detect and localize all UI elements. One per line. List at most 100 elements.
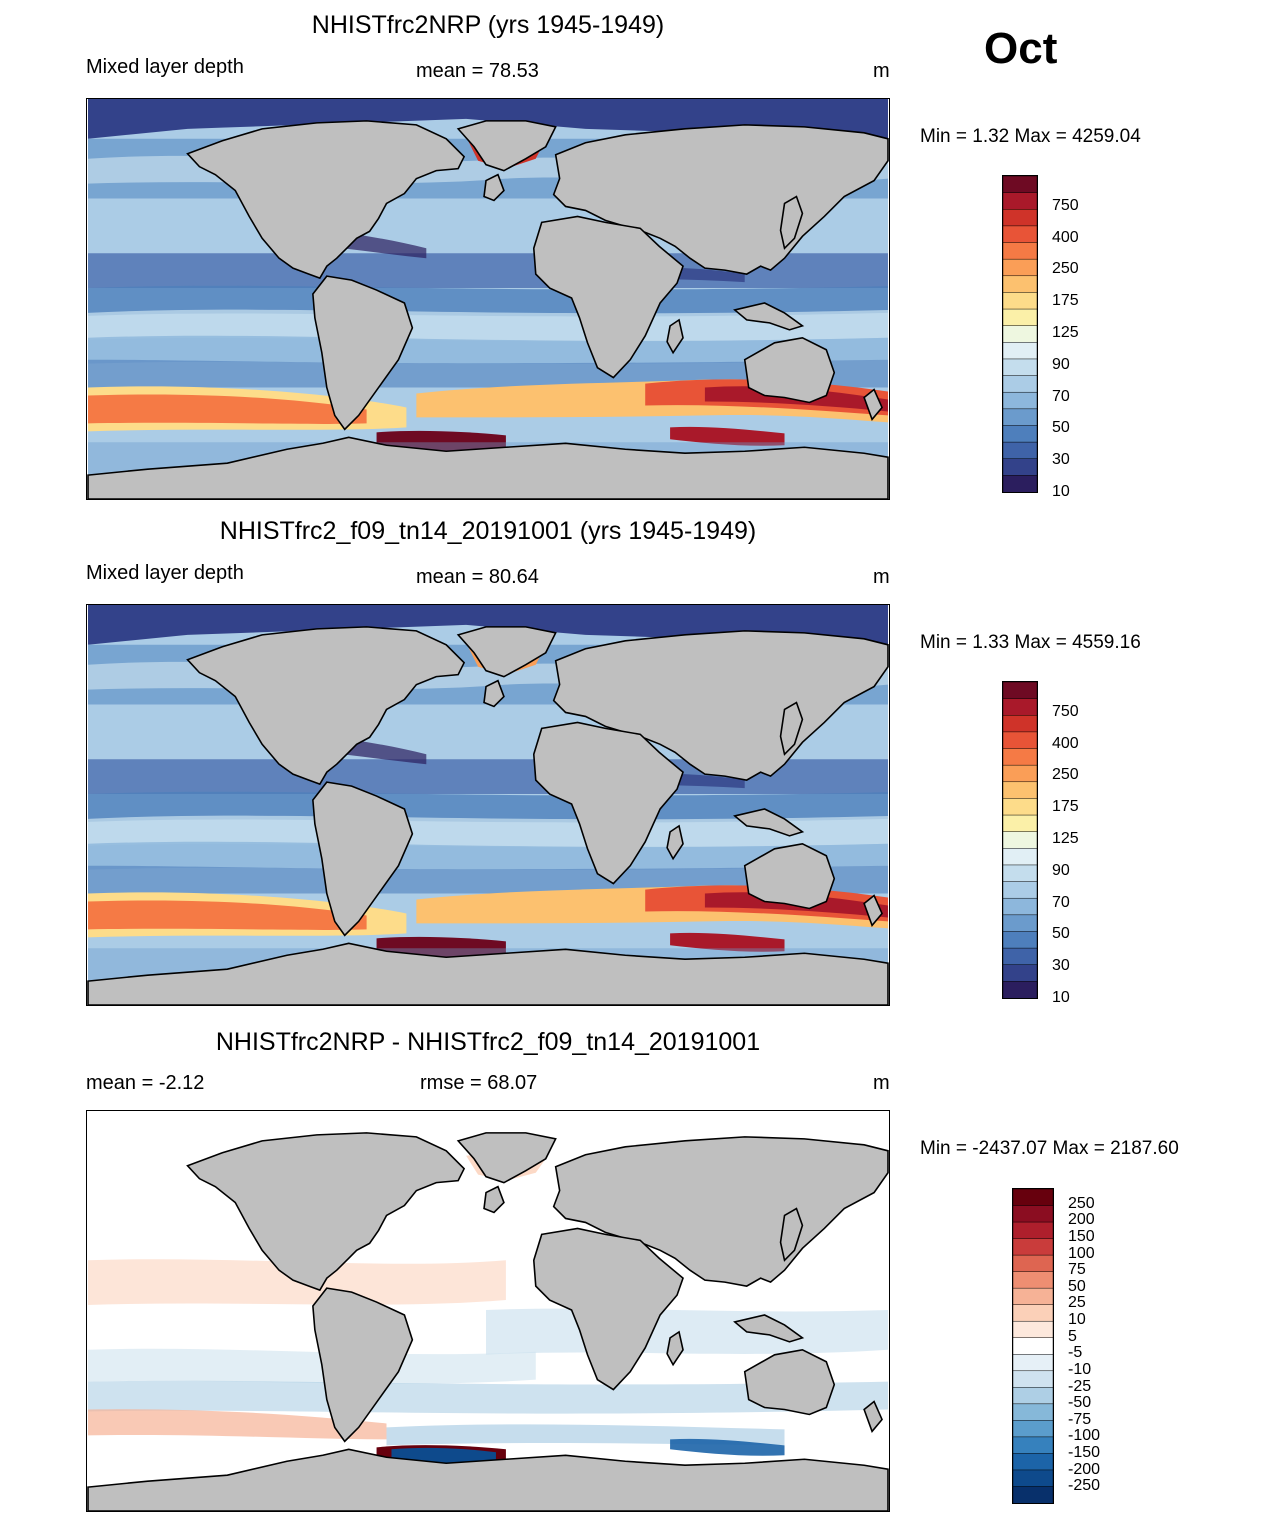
- ocean-field-band-9: [88, 900, 367, 930]
- panel-2-colorbar: 750 400 250 175 125 90 70 50 30 10: [1002, 681, 1122, 1006]
- colorbar-swatch: [1012, 1469, 1054, 1488]
- land-africa: [532, 721, 684, 885]
- colorbar-swatch: [1002, 458, 1038, 477]
- colorbar-swatch: [1002, 698, 1038, 717]
- land-africa: [532, 1227, 684, 1391]
- colorbar-swatch: [1002, 258, 1038, 277]
- colorbar-swatch: [1002, 425, 1038, 443]
- ocean-field-band-9: [88, 394, 367, 424]
- colorbar-tick-label: 90: [1052, 861, 1070, 879]
- colorbar-swatch: [1012, 1287, 1054, 1306]
- colorbar-tick-label: 175: [1052, 292, 1079, 310]
- colorbar-swatch: [1012, 1271, 1054, 1289]
- land-antarctica: [87, 436, 889, 499]
- map3-svg: [87, 1111, 889, 1511]
- land-north-america: [186, 626, 466, 786]
- panel-3-units: m: [873, 1072, 890, 1094]
- colorbar-tick-label: -100: [1068, 1427, 1101, 1445]
- colorbar-swatch: [1002, 375, 1038, 393]
- colorbar-tick-label: 10: [1052, 989, 1070, 1006]
- colorbar-swatch: [1012, 1337, 1054, 1356]
- colorbar-swatch: [1002, 764, 1038, 783]
- ocean-field-band-5: [88, 309, 888, 342]
- ocean-field-band-14: [670, 932, 785, 952]
- map2-svg: [87, 605, 889, 1005]
- colorbar-swatch: [1012, 1453, 1054, 1471]
- land-newzealand: [863, 388, 883, 421]
- colorbar-tick-label: -250: [1068, 1477, 1101, 1495]
- land-uk: [483, 679, 505, 708]
- ocean-field-band-6: [88, 335, 888, 364]
- colorbar-tick-label: 750: [1052, 702, 1079, 720]
- colorbar-tick-label: 50: [1052, 419, 1070, 437]
- colorbar-tick-label: -200: [1068, 1460, 1101, 1478]
- colorbar-swatch: [1002, 731, 1038, 750]
- colorbar-swatch: [1012, 1403, 1054, 1422]
- panel-2-mean-label: mean = 80.64: [416, 566, 539, 588]
- colorbar-tick-label: -150: [1068, 1444, 1101, 1462]
- colorbar-tick-label: -50: [1068, 1394, 1092, 1412]
- land-japan: [779, 1207, 804, 1262]
- land-indonesia: [733, 1314, 805, 1343]
- colorbar-swatch: [1012, 1188, 1054, 1207]
- colorbar-swatch: [1002, 681, 1038, 700]
- colorbar-swatch: [1002, 964, 1038, 983]
- land-australia: [743, 336, 836, 404]
- colorbar-tick-label: 250: [1068, 1194, 1095, 1212]
- colorbar-tick-label: 25: [1068, 1294, 1086, 1312]
- land-antarctica: [87, 1448, 889, 1511]
- colorbar-tick-label: 250: [1052, 766, 1079, 784]
- land-south-america: [312, 275, 414, 431]
- ocean-field-band-5: [88, 815, 888, 848]
- colorbar-swatch: [1012, 1486, 1054, 1504]
- colorbar-swatch: [1012, 1221, 1054, 1240]
- colorbar-swatch: [1012, 1436, 1054, 1455]
- colorbar-tick-label: 750: [1052, 196, 1079, 214]
- colorbar-swatch: [1012, 1304, 1054, 1322]
- colorbar-swatch: [1012, 1354, 1054, 1372]
- land-australia: [743, 842, 836, 910]
- panel-2-units: m: [873, 566, 890, 588]
- colorbar-tick-label: -5: [1068, 1344, 1083, 1362]
- panel-2-title: NHISTfrc2_f09_tn14_20191001 (yrs 1945-19…: [219, 517, 757, 545]
- colorbar-swatch: [1012, 1320, 1054, 1339]
- ocean-field-band-4: [88, 791, 888, 823]
- land-north-america: [186, 120, 466, 280]
- colorbar-tick-label: 10: [1052, 483, 1070, 500]
- colorbar-swatch: [1002, 831, 1038, 850]
- colorbar-tick-label: 50: [1052, 925, 1070, 943]
- colorbar-swatch: [1012, 1387, 1054, 1405]
- land-uk: [483, 1185, 505, 1214]
- panel-1-map: [86, 98, 890, 500]
- land-eurasia: [552, 630, 889, 781]
- colorbar-tick-label: 125: [1052, 830, 1079, 847]
- ocean-field-band-8: [670, 1438, 785, 1456]
- colorbar-tick-label: 400: [1052, 734, 1079, 752]
- land-north-america: [186, 1132, 466, 1292]
- colorbar-tick-label: 150: [1068, 1227, 1095, 1245]
- panel-1-units: m: [873, 60, 890, 82]
- colorbar-tick-label: 5: [1068, 1327, 1077, 1345]
- colorbar-tick-label: 75: [1068, 1261, 1086, 1279]
- panel-1-mean-label: mean = 78.53: [416, 60, 539, 82]
- land-indonesia: [733, 808, 805, 837]
- colorbar-swatch: [1002, 848, 1038, 866]
- colorbar-swatch: [1002, 408, 1038, 427]
- ocean-field-band-4: [88, 1409, 387, 1440]
- colorbar-swatch: [1002, 292, 1038, 310]
- land-greenland: [456, 626, 557, 678]
- ocean-field-band-4: [88, 285, 888, 317]
- land-eurasia: [552, 124, 889, 275]
- colorbar-swatch: [1002, 881, 1038, 899]
- land-greenland: [456, 1132, 557, 1184]
- land-south-america: [312, 781, 414, 937]
- colorbar-box: [1002, 175, 1038, 493]
- colorbar-swatch: [1002, 798, 1038, 816]
- colorbar-tick-label: -75: [1068, 1410, 1092, 1428]
- ocean-field-band-6: [88, 841, 888, 870]
- colorbar-swatch: [1002, 209, 1038, 227]
- colorbar-tick-label: 30: [1052, 957, 1070, 975]
- land-australia: [743, 1348, 836, 1416]
- land-japan: [779, 195, 804, 250]
- land-south-america: [312, 1287, 414, 1443]
